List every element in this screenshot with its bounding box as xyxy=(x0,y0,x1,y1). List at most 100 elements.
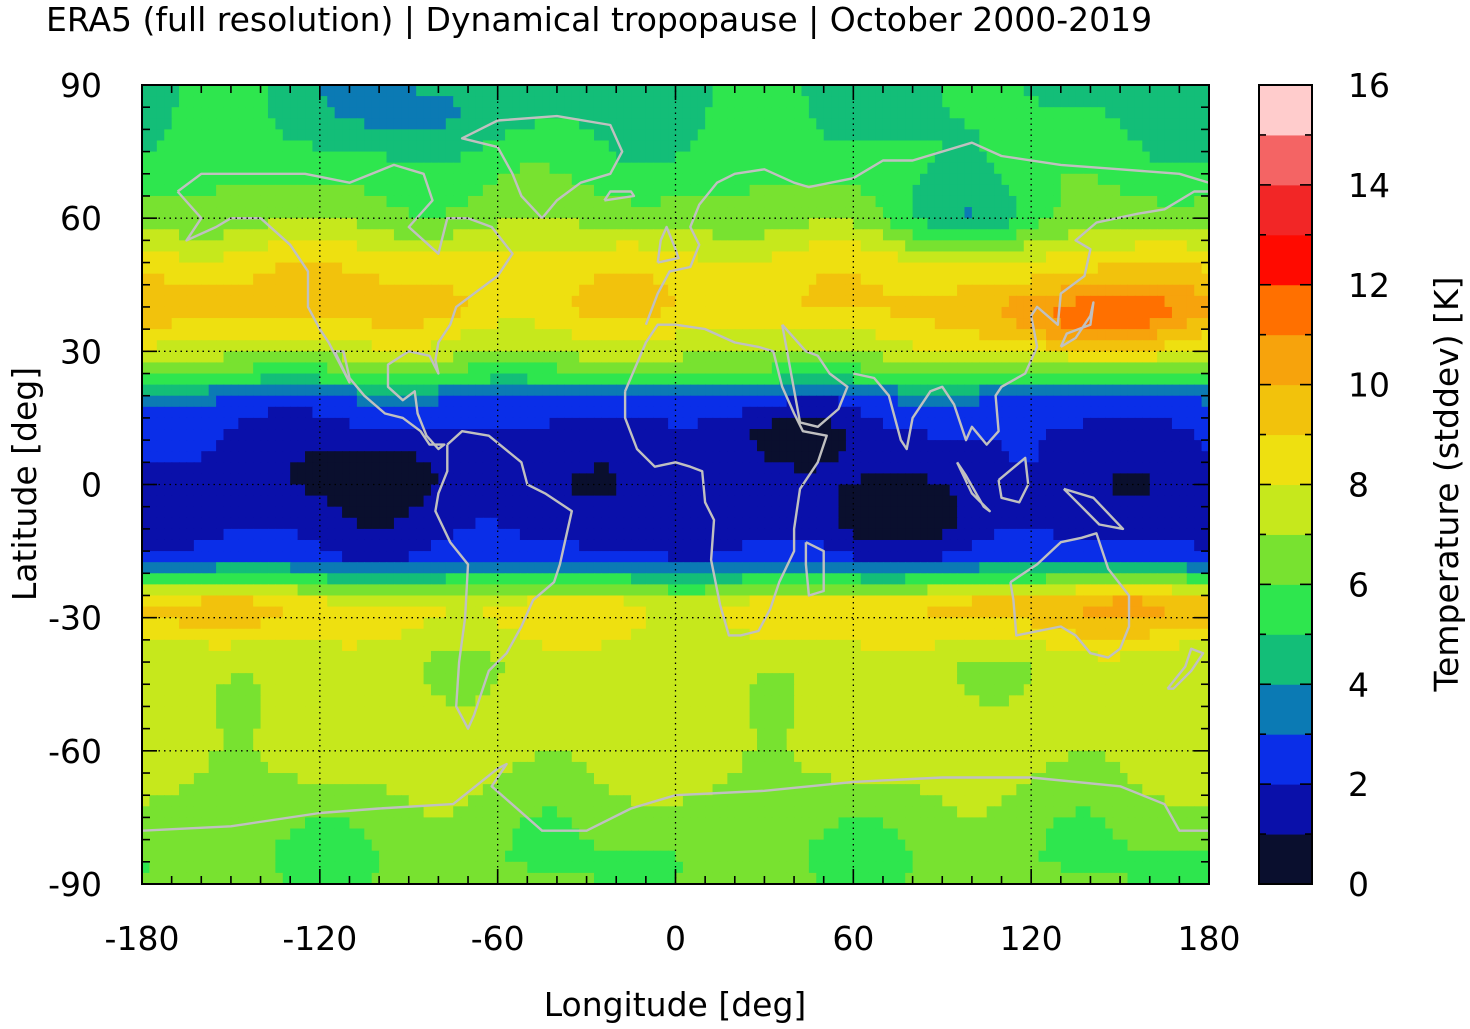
heatmap-cell xyxy=(920,340,929,352)
heatmap-cell xyxy=(571,318,580,330)
heatmap-cell xyxy=(1134,229,1143,241)
heatmap-cell xyxy=(1134,129,1143,142)
heatmap-cell xyxy=(808,295,817,308)
heatmap-cell xyxy=(853,462,862,475)
heatmap-cell xyxy=(1179,140,1188,153)
heatmap-cell xyxy=(1171,329,1180,341)
heatmap-cell xyxy=(371,306,380,319)
heatmap-cell xyxy=(142,162,151,175)
heatmap-cell xyxy=(764,384,773,397)
heatmap-cell xyxy=(1134,429,1143,441)
heatmap-cell xyxy=(957,151,966,164)
heatmap-cell xyxy=(712,429,721,441)
heatmap-cell xyxy=(468,417,477,430)
heatmap-cell xyxy=(497,340,506,352)
heatmap-cell xyxy=(438,85,447,97)
heatmap-cell xyxy=(616,451,625,463)
heatmap-cell xyxy=(342,184,351,197)
heatmap-cell xyxy=(986,329,995,341)
heatmap-cell xyxy=(505,173,514,186)
heatmap-cell xyxy=(616,362,625,375)
heatmap-cell xyxy=(505,440,514,452)
heatmap-cell xyxy=(1179,85,1188,97)
heatmap-cell xyxy=(379,362,388,375)
heatmap-cell xyxy=(327,373,336,386)
heatmap-cell xyxy=(660,362,669,375)
heatmap-cell xyxy=(971,384,980,397)
heatmap-cell xyxy=(601,306,610,319)
heatmap-cell xyxy=(438,362,447,375)
heatmap-cell xyxy=(290,262,299,275)
heatmap-cell xyxy=(186,384,195,397)
heatmap-cell xyxy=(1038,184,1047,197)
heatmap-cell xyxy=(823,284,832,297)
heatmap-cell xyxy=(757,140,766,153)
heatmap-cell xyxy=(490,417,499,430)
heatmap-cell xyxy=(416,373,425,386)
heatmap-cell xyxy=(1090,173,1099,186)
heatmap-cell xyxy=(267,140,276,153)
heatmap-cell xyxy=(882,129,891,142)
heatmap-cell xyxy=(527,129,536,142)
heatmap-cell xyxy=(238,462,247,475)
heatmap-cell xyxy=(1053,140,1062,153)
heatmap-cell xyxy=(1016,440,1025,452)
heatmap-cell xyxy=(542,451,551,463)
heatmap-cell xyxy=(1149,406,1158,419)
heatmap-cell xyxy=(1127,373,1136,386)
heatmap-cell xyxy=(297,462,306,475)
heatmap-cell xyxy=(1053,118,1062,130)
heatmap-cell xyxy=(579,373,588,386)
heatmap-cell xyxy=(1149,96,1158,108)
heatmap-cell xyxy=(697,373,706,386)
heatmap-cell xyxy=(334,395,343,408)
heatmap-cell xyxy=(964,218,973,230)
heatmap-cell xyxy=(245,218,254,230)
heatmap-cell xyxy=(882,373,891,386)
heatmap-cell xyxy=(312,373,321,386)
heatmap-cell xyxy=(1194,262,1203,275)
heatmap-cell xyxy=(1164,429,1173,441)
heatmap-cell xyxy=(216,429,225,441)
heatmap-cell xyxy=(490,373,499,386)
heatmap-cell xyxy=(267,107,276,119)
heatmap-cell xyxy=(1164,251,1173,264)
heatmap-cell xyxy=(979,329,988,341)
heatmap-cell xyxy=(542,195,551,208)
heatmap-cell xyxy=(468,295,477,308)
heatmap-cell xyxy=(505,362,514,375)
heatmap-cell xyxy=(312,195,321,208)
heatmap-cell xyxy=(423,85,432,97)
heatmap-cell xyxy=(868,184,877,197)
heatmap-cell xyxy=(779,417,788,430)
heatmap-cell xyxy=(586,151,595,164)
heatmap-cell xyxy=(156,251,165,264)
heatmap-cell xyxy=(327,129,336,142)
heatmap-cell xyxy=(845,329,854,341)
heatmap-cell xyxy=(727,218,736,230)
heatmap-cell xyxy=(534,329,543,341)
heatmap-cell xyxy=(979,129,988,142)
heatmap-cell xyxy=(1008,162,1017,175)
heatmap-cell xyxy=(334,384,343,397)
heatmap-cell xyxy=(564,85,573,97)
heatmap-cell xyxy=(749,462,758,475)
heatmap-cell xyxy=(1179,195,1188,208)
heatmap-cell xyxy=(601,107,610,119)
heatmap-cell xyxy=(734,207,743,219)
heatmap-cell xyxy=(1083,440,1092,452)
heatmap-cell xyxy=(245,329,254,341)
heatmap-cell xyxy=(564,440,573,452)
heatmap-cell xyxy=(505,262,514,275)
heatmap-cell xyxy=(519,451,528,463)
heatmap-cell xyxy=(853,451,862,463)
heatmap-cell xyxy=(682,284,691,297)
heatmap-cell xyxy=(475,373,484,386)
heatmap-cell xyxy=(586,429,595,441)
heatmap-cell xyxy=(379,195,388,208)
heatmap-cell xyxy=(208,329,217,341)
heatmap-cell xyxy=(253,462,262,475)
heatmap-cell xyxy=(571,107,580,119)
heatmap-cell xyxy=(727,173,736,186)
heatmap-cell xyxy=(712,207,721,219)
